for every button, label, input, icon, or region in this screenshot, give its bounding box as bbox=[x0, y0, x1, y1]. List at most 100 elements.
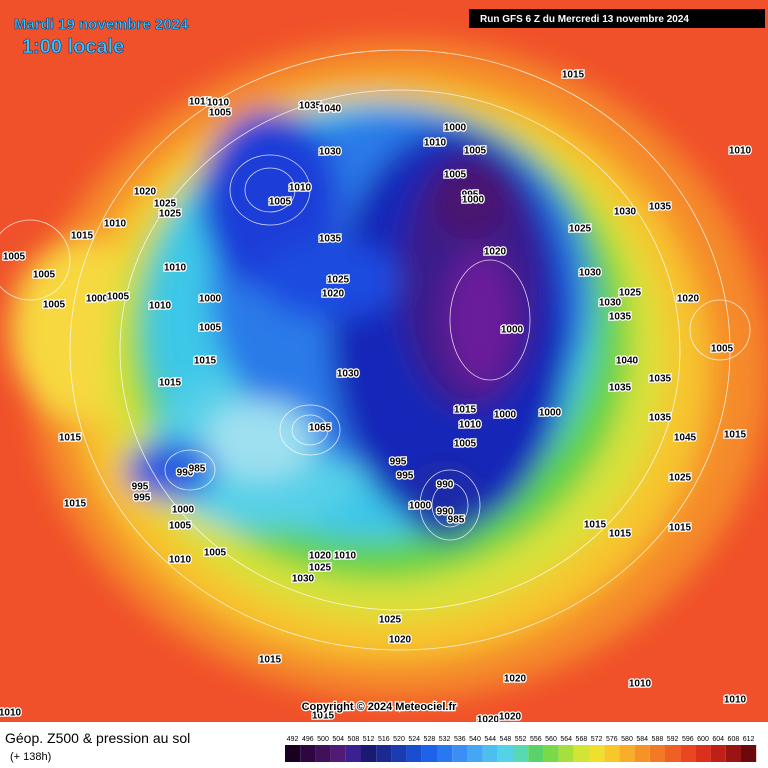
colorbar-label: 604 bbox=[712, 736, 724, 743]
isobar-label: 1015 bbox=[71, 231, 94, 242]
forecast-date: Mardi 19 novembre 2024 bbox=[14, 16, 189, 33]
isobar-label: 1010 bbox=[164, 263, 187, 274]
isobar-label: 1020 bbox=[309, 551, 332, 562]
isobar-label: 1005 bbox=[3, 252, 26, 263]
isobar-label: 1015 bbox=[669, 523, 692, 534]
copyright: Copyright © 2024 Meteociel.fr bbox=[302, 701, 458, 713]
isobar-label: 1000 bbox=[539, 408, 562, 419]
isobar-label: 1015 bbox=[59, 433, 82, 444]
isobar-label: 1010 bbox=[724, 695, 747, 706]
colorbar-swatch bbox=[680, 745, 696, 762]
run-info: Run GFS 6 Z du Mercredi 13 novembre 2024 bbox=[480, 14, 689, 25]
isobar-label: 1035 bbox=[319, 234, 342, 245]
colorbar-label: 596 bbox=[682, 736, 694, 743]
colorbar-swatch bbox=[513, 745, 529, 762]
isobar-label: 1005 bbox=[204, 548, 227, 559]
colorbar-swatch bbox=[558, 745, 574, 762]
colorbar-swatch bbox=[497, 745, 513, 762]
isobar-label: 1015 bbox=[312, 711, 335, 722]
colorbar-swatch bbox=[330, 745, 346, 762]
colorbar-swatch bbox=[573, 745, 589, 762]
isobar-label: 985 bbox=[189, 464, 206, 475]
colorbar-label: 584 bbox=[636, 736, 648, 743]
map-field bbox=[0, 0, 768, 722]
isobar-label: 1005 bbox=[269, 197, 292, 208]
isobar-label: 1000 bbox=[86, 294, 109, 305]
isobar-label: 1025 bbox=[619, 288, 642, 299]
isobar-label: 990 bbox=[437, 480, 454, 491]
isobar-label: 1025 bbox=[327, 275, 350, 286]
colorbar-label: 592 bbox=[667, 736, 679, 743]
isobar-label: 1030 bbox=[579, 268, 602, 279]
isobar-label: 1000 bbox=[462, 195, 485, 206]
colorbar-label: 560 bbox=[545, 736, 557, 743]
isobar-label: 1005 bbox=[464, 146, 487, 157]
colorbar-label: 516 bbox=[378, 736, 390, 743]
isobar-label: 1020 bbox=[504, 674, 527, 685]
isobar-label: 1010 bbox=[169, 555, 192, 566]
isobar-label: 1005 bbox=[199, 323, 222, 334]
colorbar-label: 508 bbox=[348, 736, 360, 743]
isobar-label: 990 bbox=[177, 468, 194, 479]
colorbar-swatch bbox=[482, 745, 498, 762]
colorbar-label: 532 bbox=[439, 736, 451, 743]
isobar-label: 1015 bbox=[724, 430, 747, 441]
isobar-label: 1025 bbox=[669, 473, 692, 484]
colorbar-swatch bbox=[589, 745, 605, 762]
isobar-label: 1005 bbox=[454, 439, 477, 450]
colorbar-label: 576 bbox=[606, 736, 618, 743]
isobar-label: 1035 bbox=[299, 101, 322, 112]
colorbar-swatch bbox=[437, 745, 453, 762]
isobar-label: 1010 bbox=[424, 138, 447, 149]
colorbar-label: 600 bbox=[697, 736, 709, 743]
colorbar-swatch bbox=[695, 745, 711, 762]
isobar-label: 1010 bbox=[207, 98, 230, 109]
colorbar-label: 608 bbox=[728, 736, 740, 743]
isobar-label: 1015 bbox=[562, 70, 585, 81]
colorbar-swatch bbox=[406, 745, 422, 762]
isobar-label: 1005 bbox=[43, 300, 66, 311]
isobar-label: 1010 bbox=[629, 679, 652, 690]
colorbar-swatch bbox=[649, 745, 665, 762]
isobar-label: 1000 bbox=[444, 123, 467, 134]
colorbar-label: 556 bbox=[530, 736, 542, 743]
forecast-time: 1:00 locale bbox=[22, 36, 124, 58]
isobar-label: 995 bbox=[390, 457, 407, 468]
colorbar-label: 544 bbox=[484, 736, 496, 743]
isobar-label: 995 bbox=[462, 190, 479, 201]
isobar-label: 1005 bbox=[169, 521, 192, 532]
colorbar-label: 492 bbox=[287, 736, 299, 743]
isobar-label: 1025 bbox=[379, 615, 402, 626]
isobar-label: 1040 bbox=[319, 104, 342, 115]
colorbar-label: 520 bbox=[393, 736, 405, 743]
colorbar-label: 552 bbox=[515, 736, 527, 743]
isobar-label: 1035 bbox=[609, 312, 632, 323]
isobar-label: 985 bbox=[448, 515, 465, 526]
colorbar-swatch bbox=[725, 745, 741, 762]
isobar-label: 1020 bbox=[389, 635, 412, 646]
footer-lead: (+ 138h) bbox=[10, 751, 51, 763]
colorbar-swatch bbox=[710, 745, 726, 762]
run-box bbox=[469, 9, 765, 28]
isobar-label: 1015 bbox=[189, 97, 212, 108]
isobar-label: 1015 bbox=[454, 405, 477, 416]
colorbar-label: 496 bbox=[302, 736, 314, 743]
isobar-label: 1005 bbox=[107, 292, 130, 303]
isobar-label: 1015 bbox=[584, 520, 607, 531]
isobar-label: 1035 bbox=[649, 374, 672, 385]
colorbar-label: 512 bbox=[363, 736, 375, 743]
colorbar-label: 580 bbox=[621, 736, 633, 743]
isobar-label: 1010 bbox=[334, 551, 357, 562]
isobar-label: 1005 bbox=[209, 108, 232, 119]
isobar-label: 1030 bbox=[614, 207, 637, 218]
isobar-label: 1025 bbox=[154, 199, 177, 210]
colorbar-label: 536 bbox=[454, 736, 466, 743]
isobar-label: 1010 bbox=[0, 708, 22, 719]
isobar-label: 1015 bbox=[64, 499, 87, 510]
isobar-label: 1015 bbox=[609, 529, 632, 540]
isobar-label: 1000 bbox=[501, 325, 524, 336]
colorbar-swatch bbox=[741, 745, 757, 762]
colorbar-label: 524 bbox=[408, 736, 420, 743]
